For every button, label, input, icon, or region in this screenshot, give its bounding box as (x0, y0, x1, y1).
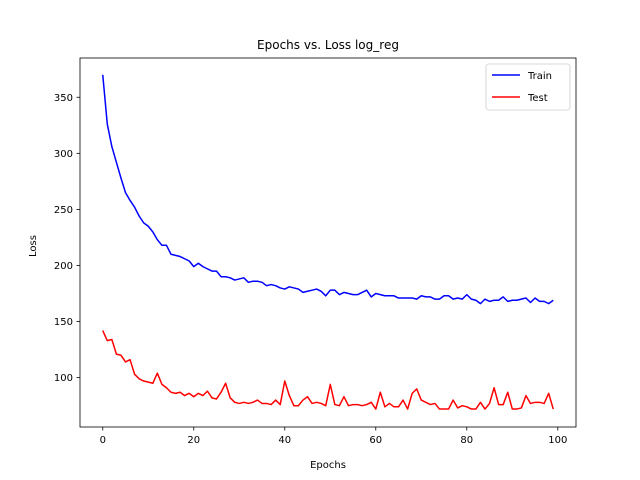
series-line-test (102, 330, 554, 410)
x-tick-label: 60 (369, 435, 382, 446)
chart-title: Epochs vs. Loss log_reg (257, 38, 399, 52)
legend-label-test: Test (527, 93, 548, 104)
axes-frame (79, 57, 577, 428)
y-axis-title: Loss (28, 235, 39, 257)
y-tick-label: 200 (54, 261, 73, 272)
x-axis-title: Epochs (310, 460, 346, 471)
x-tick-label: 40 (278, 435, 291, 446)
legend-label-train: Train (527, 71, 552, 82)
y-tick-label: 100 (54, 373, 73, 384)
x-tick-label: 0 (100, 435, 106, 446)
y-tick-label: 250 (54, 205, 73, 216)
series-line-train (102, 74, 554, 305)
x-tick-label: 20 (187, 435, 200, 446)
x-tick-label: 80 (460, 435, 473, 446)
x-tick-label: 100 (548, 435, 567, 446)
y-tick-label: 300 (54, 149, 73, 160)
y-tick-label: 150 (54, 317, 73, 328)
y-tick-label: 350 (54, 93, 73, 104)
